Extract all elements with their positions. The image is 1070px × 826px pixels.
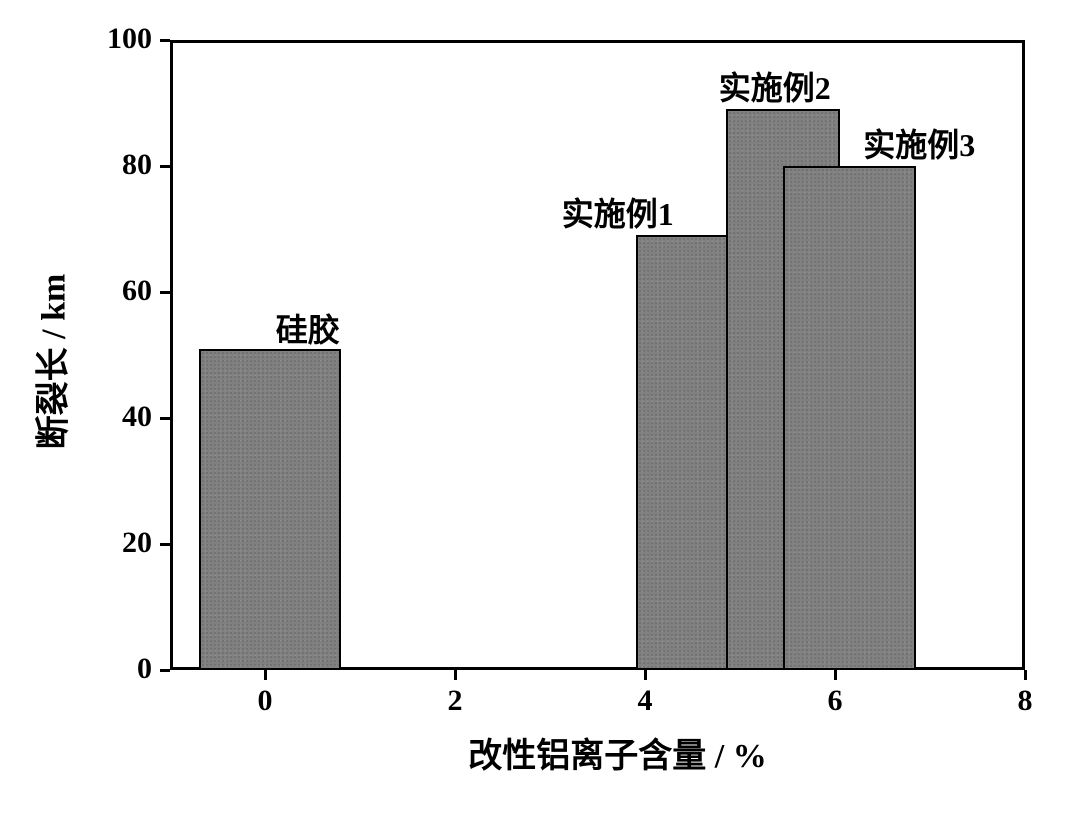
x-tick-mark <box>264 670 267 680</box>
y-tick-mark <box>160 291 170 294</box>
y-tick-mark <box>160 669 170 672</box>
y-tick-mark <box>160 39 170 42</box>
x-axis-label: 改性铝离子含量 / % <box>398 728 838 777</box>
x-tick-label: 6 <box>805 684 865 718</box>
x-tick-label: 2 <box>425 684 485 718</box>
bar <box>636 235 741 670</box>
x-tick-mark <box>644 670 647 680</box>
chart-container: 断裂长 / km 改性铝离子含量 / % 02040608010002468硅胶… <box>20 20 1050 806</box>
bar <box>783 166 916 670</box>
bar-label: 硅胶 <box>228 305 388 351</box>
x-tick-mark <box>454 670 457 680</box>
y-tick-mark <box>160 417 170 420</box>
y-tick-mark <box>160 543 170 546</box>
x-tick-mark <box>834 670 837 680</box>
y-tick-label: 20 <box>72 526 152 560</box>
y-tick-label: 80 <box>72 148 152 182</box>
x-tick-mark <box>1024 670 1027 680</box>
y-tick-label: 100 <box>72 22 152 56</box>
bar-label: 实施例3 <box>839 120 999 166</box>
bar-label: 实施例2 <box>695 63 855 109</box>
x-tick-label: 4 <box>615 684 675 718</box>
y-axis-label: 断裂长 / km <box>26 252 75 472</box>
x-tick-label: 0 <box>235 684 295 718</box>
bar-label: 实施例1 <box>538 189 698 235</box>
y-tick-label: 60 <box>72 274 152 308</box>
y-tick-mark <box>160 165 170 168</box>
y-tick-label: 40 <box>72 400 152 434</box>
y-tick-label: 0 <box>72 652 152 686</box>
x-tick-label: 8 <box>995 684 1055 718</box>
bar <box>199 349 342 670</box>
